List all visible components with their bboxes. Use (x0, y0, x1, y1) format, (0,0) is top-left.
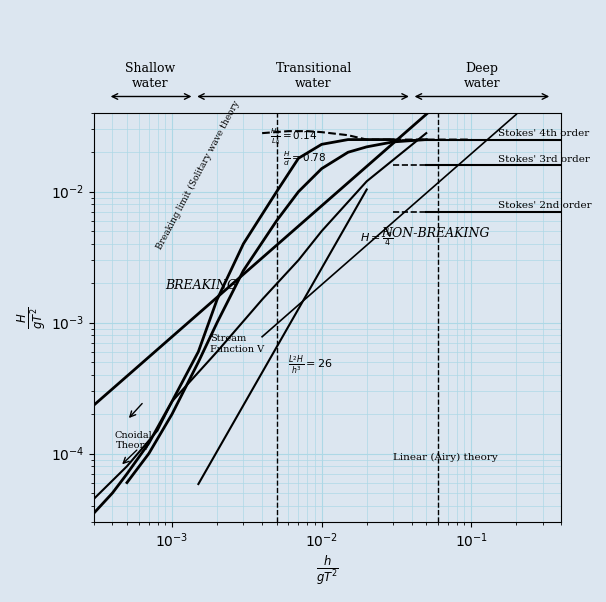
Text: Stokes' 3rd order: Stokes' 3rd order (498, 155, 590, 164)
Y-axis label: $\frac{H}{gT^2}$: $\frac{H}{gT^2}$ (15, 306, 48, 329)
Text: Cnoidal
Theory: Cnoidal Theory (115, 431, 152, 450)
Text: NON-BREAKING: NON-BREAKING (381, 227, 490, 240)
Text: Breaking limit (Solitary wave theory: Breaking limit (Solitary wave theory (155, 99, 242, 252)
X-axis label: $\frac{h}{gT^2}$: $\frac{h}{gT^2}$ (316, 553, 339, 587)
Text: $H = \frac{H_B}{4}$: $H = \frac{H_B}{4}$ (360, 226, 394, 249)
Text: $\frac{H}{d} = 0.78$: $\frac{H}{d} = 0.78$ (283, 149, 326, 167)
Text: $\frac{L^2H}{h^3} = 26$: $\frac{L^2H}{h^3} = 26$ (288, 354, 333, 376)
Text: $\frac{H_0}{L_0} = 0.14$: $\frac{H_0}{L_0} = 0.14$ (270, 126, 318, 147)
Text: Transitional
water: Transitional water (276, 62, 351, 90)
Text: Stokes' 4th order: Stokes' 4th order (498, 129, 589, 138)
Text: Deep
water: Deep water (464, 62, 500, 90)
Text: BREAKING: BREAKING (165, 279, 237, 292)
Text: Shallow
water: Shallow water (125, 62, 175, 90)
Text: Stream
Function V: Stream Function V (210, 334, 264, 353)
Text: Stokes' 2nd order: Stokes' 2nd order (498, 201, 591, 210)
Text: Linear (Airy) theory: Linear (Airy) theory (393, 453, 498, 462)
